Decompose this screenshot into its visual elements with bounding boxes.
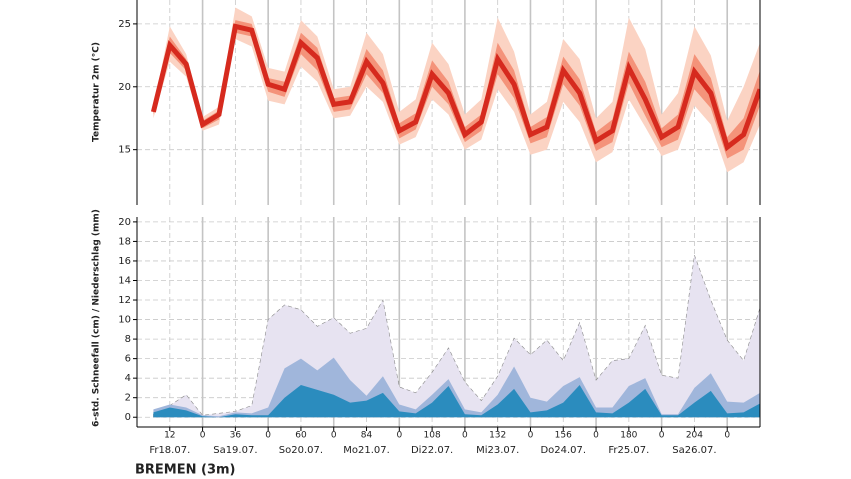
temperature-band [153,20,760,159]
plot-area [153,254,760,418]
day-label: Mi23.07. [476,445,519,456]
y-tick-label: 10 [118,315,131,326]
y-axis-label: Temperatur 2m (°C) [92,42,102,142]
y-tick-label: 25 [118,19,131,30]
x-tick-label: 0 [659,431,665,441]
precipitation-area [153,254,760,418]
x-tick-label: 12 [164,431,175,441]
y-tick-label: 18 [118,236,131,247]
y-tick-label: 0 [125,412,131,423]
x-tick-label: 36 [230,431,242,441]
plot-area [150,7,760,173]
y-tick-label: 6 [125,354,131,365]
day-label: Mo21.07. [343,445,390,456]
y-tick-label: 20 [118,217,131,228]
location-title: BREMEN (3m) [135,463,236,478]
x-tick-label: 108 [424,431,441,441]
x-tick-label: 0 [593,431,599,441]
x-tick-label: 60 [295,431,307,441]
x-tick-label: 0 [200,431,206,441]
y-tick-label: 2 [125,393,131,404]
x-tick-label: 204 [686,431,703,441]
day-label: So20.07. [279,445,323,456]
day-label: Fr25.07. [608,445,649,456]
y-tick-label: 14 [118,275,131,286]
y-tick-label: 15 [118,145,131,156]
x-tick-label: 0 [528,431,534,441]
precipitation-panel: 0 2 4 6 8 10 12 14 16 18 20 12 0 36 0 60 0 84 0 108 0 132 0 156… [118,217,761,456]
x-tick-label: 0 [265,431,271,441]
x-tick-label: 0 [331,431,337,441]
precipitation-area [153,385,760,418]
day-label: Sa26.07. [672,445,716,456]
y-axis-label: 6-std. Schneefall (cm) / Niederschlag (m… [92,209,102,427]
day-label: Di22.07. [411,445,453,456]
x-tick-label: 0 [396,431,402,441]
y-tick-label: 16 [118,256,131,267]
day-label: Sa19.07. [213,445,257,456]
x-tick-label: 0 [724,431,730,441]
day-label: Fr18.07. [149,445,190,456]
x-tick-label: 180 [620,431,637,441]
y-tick-label: 8 [125,334,131,345]
y-tick-label: 12 [118,295,131,306]
x-tick-label: 132 [489,431,506,441]
temperature-panel: 15 20 25 [118,0,761,205]
x-tick-label: 0 [462,431,468,441]
day-label: Do24.07. [540,445,586,456]
x-tick-label: 84 [361,431,373,441]
x-tick-label: 156 [555,431,572,441]
y-tick-label: 4 [125,373,131,384]
y-tick-label: 20 [118,82,131,93]
temperature-median [150,23,760,152]
